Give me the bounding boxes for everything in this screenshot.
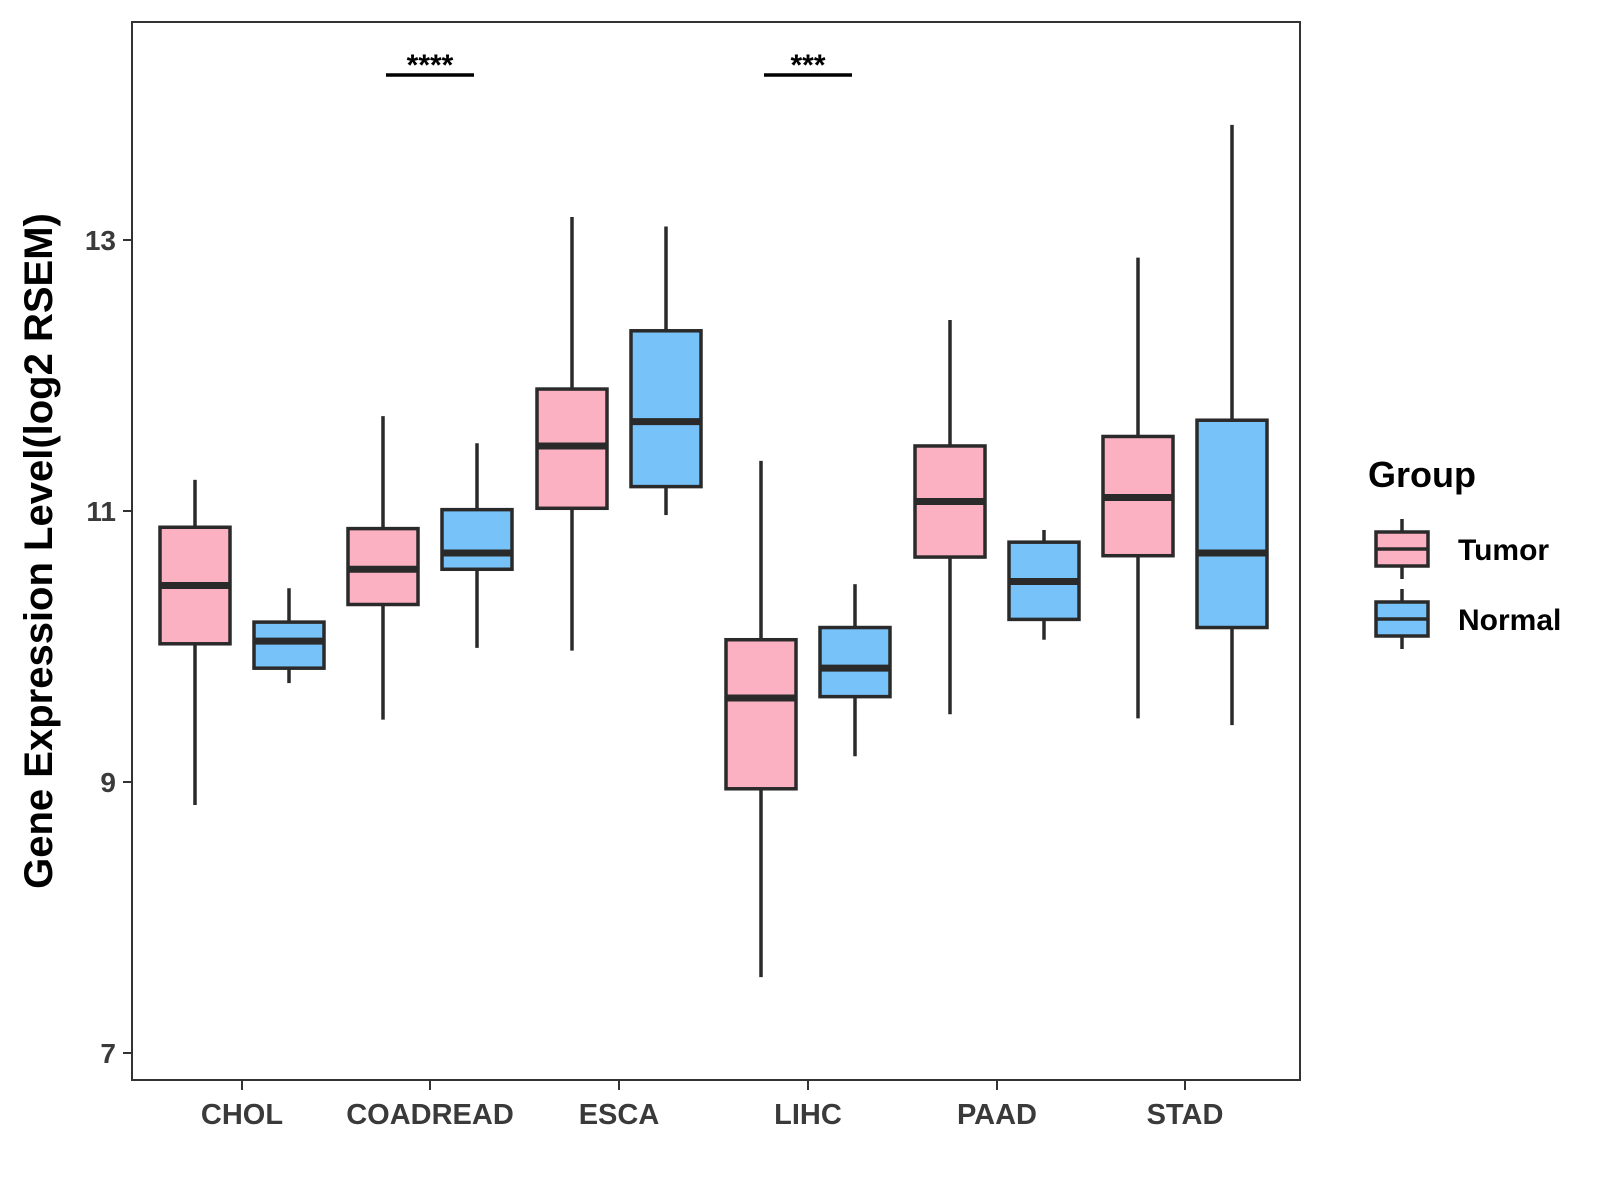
significance-layer: **** *** [386, 49, 852, 82]
iqr-box [724, 637, 798, 791]
box-normal-esca [629, 226, 703, 516]
y-axis: 7 9 11 13 [85, 225, 132, 1069]
box-tumor-paad [913, 319, 987, 715]
legend-label: Normal [1458, 604, 1561, 637]
box-tumor-stad [1101, 257, 1175, 719]
box-normal-stad [1195, 124, 1269, 726]
box-layer [158, 124, 1269, 978]
iqr-box [1195, 418, 1269, 630]
box-tumor-lihc [724, 460, 798, 978]
legend-title: Group [1368, 454, 1476, 495]
x-tick-label: COADREAD [346, 1099, 514, 1131]
y-tick-label: 7 [100, 1038, 116, 1069]
iqr-box [252, 620, 326, 670]
iqr-box [818, 625, 892, 699]
x-tick-label: CHOL [201, 1099, 283, 1131]
box-normal-paad [1007, 529, 1081, 640]
iqr-box [629, 329, 703, 489]
significance-lihc: *** [764, 49, 852, 82]
y-tick-label: 9 [100, 767, 116, 798]
x-axis: CHOL COADREAD ESCA LIHC PAAD STAD [201, 1080, 1223, 1131]
legend: Group Tumor Normal [1368, 454, 1561, 649]
box-tumor-esca [535, 216, 609, 651]
significance-label: **** [407, 49, 454, 82]
significance-label: *** [790, 49, 825, 82]
box-normal-lihc [818, 584, 892, 757]
box-tumor-coadread [346, 416, 420, 720]
legend-item-normal: Normal [1374, 589, 1561, 649]
legend-item-tumor: Tumor [1374, 519, 1549, 579]
significance-coadread: **** [386, 49, 474, 82]
x-tick-label: LIHC [774, 1099, 842, 1131]
x-tick-label: ESCA [579, 1099, 660, 1131]
iqr-box [440, 507, 514, 572]
y-axis-title: Gene Expression Level(log2 RSEM) [17, 213, 61, 889]
y-tick-label: 11 [86, 496, 116, 527]
y-tick-label: 13 [85, 225, 116, 256]
x-tick-label: STAD [1147, 1099, 1224, 1131]
x-tick-label: PAAD [957, 1099, 1037, 1131]
box-normal-chol [252, 588, 326, 684]
box-normal-coadread [440, 443, 514, 648]
legend-label: Tumor [1458, 534, 1549, 567]
box-tumor-chol [158, 479, 232, 806]
